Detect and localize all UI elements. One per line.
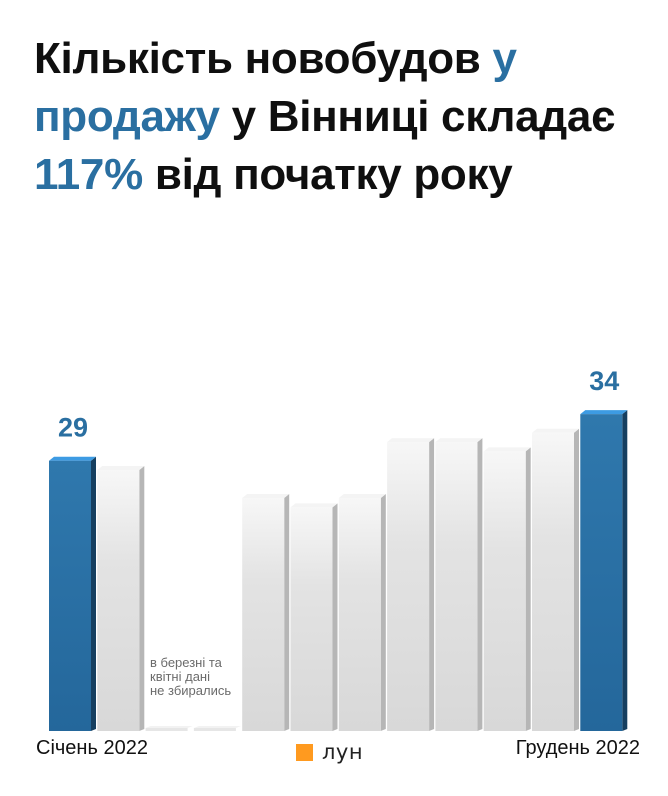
end-month-label: Грудень 2022 (515, 737, 640, 759)
bar-7 (338, 494, 386, 731)
bar-6 (290, 503, 338, 731)
bar-3 (145, 726, 193, 731)
missing-note-line-2: квітні дані (150, 669, 210, 684)
logo-text: лун (322, 740, 364, 764)
chart-title: Кількість новобудов у продажу у Вінниці … (34, 30, 649, 204)
missing-data-note: в березні та квітні дані не збирались (150, 656, 260, 698)
title-part-3: від початку року (142, 150, 513, 199)
missing-note-line-1: в березні та (150, 655, 222, 670)
value-labels-group: 29 34 (58, 366, 619, 443)
missing-note-line-3: не збирались (150, 683, 232, 698)
bar-2 (97, 466, 145, 731)
start-month-label: Січень 2022 (36, 737, 148, 759)
title-part-1: Кількість новобудов (34, 34, 493, 83)
title-highlight-2: 117% (34, 150, 143, 199)
value-label-first: 29 (58, 413, 88, 443)
logo-square-icon (296, 743, 313, 761)
lun-logo: лун (296, 740, 363, 764)
bar-4 (193, 726, 241, 731)
bar-12 (580, 410, 628, 731)
bar-8 (387, 438, 435, 731)
bar-1 (49, 456, 96, 731)
bar-10 (483, 447, 531, 731)
bar-5 (242, 494, 290, 731)
bar-9 (435, 438, 483, 731)
value-label-last: 34 (589, 366, 619, 396)
bars-group (49, 410, 628, 731)
title-part-2: у Вінниці складає (219, 92, 616, 141)
bar-11 (532, 428, 579, 731)
title-highlight-1: у продажу (34, 34, 517, 141)
